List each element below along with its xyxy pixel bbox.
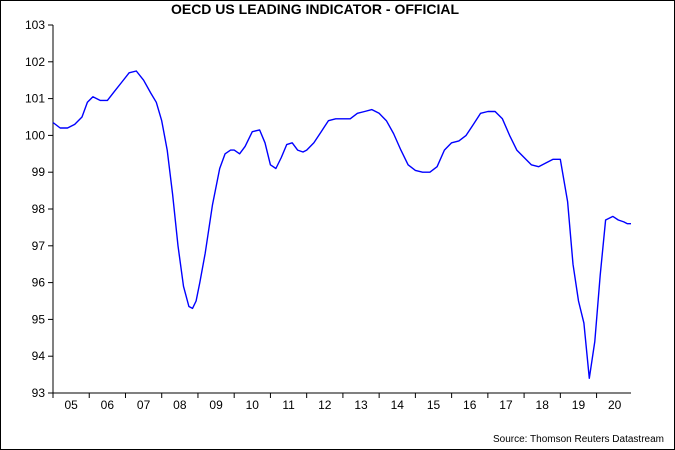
series-line [52, 70, 631, 379]
x-tick-label: 06 [101, 398, 115, 412]
y-tick-label: 94 [32, 349, 46, 363]
x-tick-label: 18 [536, 398, 550, 412]
y-tick-label: 93 [32, 386, 46, 400]
y-tick-label: 102 [25, 55, 45, 69]
x-tick-label: 12 [318, 398, 332, 412]
y-tick-label: 96 [32, 276, 46, 290]
x-tick-label: 16 [463, 398, 477, 412]
x-tick-label: 11 [282, 398, 295, 412]
x-tick-label: 17 [499, 398, 513, 412]
y-tick-label: 97 [32, 239, 46, 253]
x-tick-label: 09 [209, 398, 223, 412]
y-tick-label: 99 [32, 165, 46, 179]
x-tick-label: 15 [427, 398, 441, 412]
source-note: Source: Thomson Reuters Datastream [493, 434, 664, 445]
y-tick-label: 100 [25, 128, 45, 142]
x-tick-label: 10 [246, 398, 260, 412]
x-tick-label: 08 [173, 398, 187, 412]
x-tick-label: 14 [391, 398, 405, 412]
x-tick-label: 13 [354, 398, 368, 412]
y-tick-label: 95 [32, 312, 46, 326]
y-tick-label: 98 [32, 202, 46, 216]
x-tick-label: 05 [64, 398, 78, 412]
x-tick-label: 20 [608, 398, 622, 412]
chart-title: OECD US LEADING INDICATOR - OFFICIAL [171, 1, 459, 17]
y-tick-label: 101 [25, 92, 45, 106]
x-tick-label: 07 [137, 398, 151, 412]
x-tick-label: 19 [572, 398, 586, 412]
y-tick-label: 103 [25, 18, 45, 32]
